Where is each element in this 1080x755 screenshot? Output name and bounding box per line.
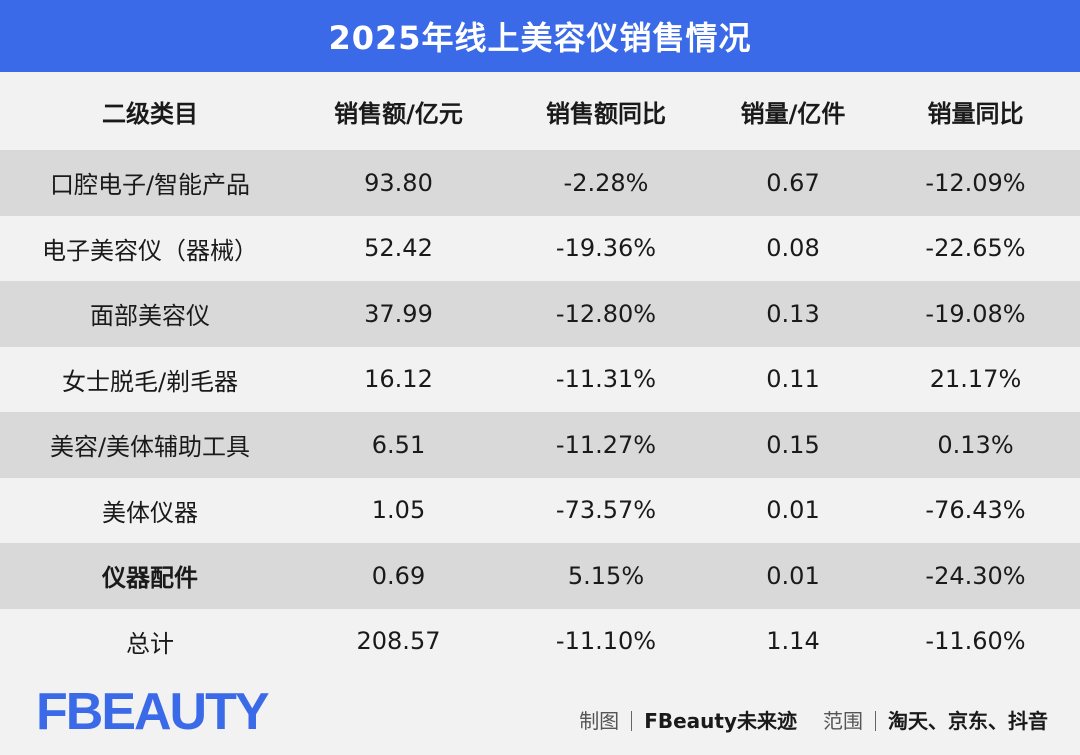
column-header: 销售额/亿元 bbox=[334, 99, 463, 128]
sales-cell: 0.69 bbox=[371, 561, 426, 590]
sales-cell: 52.42 bbox=[364, 234, 433, 263]
sales-cell: 16.12 bbox=[364, 365, 433, 394]
volume-yoy-cell: 21.17% bbox=[929, 365, 1022, 394]
sales-cell: 1.05 bbox=[371, 496, 426, 525]
volume-cell: 0.08 bbox=[766, 234, 820, 263]
sales-yoy-cell: -12.80% bbox=[555, 299, 657, 328]
volume-cell: 0.11 bbox=[766, 365, 820, 394]
table-header-row: 二级类目 销售额/亿元 销售额同比 销量/亿件 销量同比 bbox=[0, 72, 1080, 150]
sales-yoy-cell: -11.10% bbox=[555, 627, 657, 656]
divider bbox=[875, 711, 876, 731]
table-row: 女士脱毛/剃毛器 16.12 -11.31% 0.11 21.17% bbox=[0, 346, 1080, 412]
credit-label: 制图 bbox=[579, 709, 620, 733]
chart-title: 2025年线上美容仪销售情况 bbox=[0, 0, 1080, 72]
column-header: 销售额同比 bbox=[546, 99, 666, 128]
sales-yoy-cell: -2.28% bbox=[563, 168, 649, 197]
category-cell: 女士脱毛/剃毛器 bbox=[61, 367, 239, 396]
table-row: 面部美容仪 37.99 -12.80% 0.13 -19.08% bbox=[0, 281, 1080, 347]
column-header: 销量同比 bbox=[927, 99, 1024, 128]
footer: FBEAUTY 制图 FBeauty未来迹 范围 淘天、京东、抖音 bbox=[0, 669, 1080, 755]
sales-cell: 6.51 bbox=[371, 430, 426, 459]
source-value: 淘天、京东、抖音 bbox=[888, 709, 1048, 733]
sales-cell: 208.57 bbox=[356, 627, 441, 656]
sales-yoy-cell: -73.57% bbox=[555, 496, 657, 525]
volume-cell: 0.01 bbox=[766, 496, 820, 525]
volume-yoy-cell: -76.43% bbox=[925, 496, 1026, 525]
volume-cell: 1.14 bbox=[766, 627, 820, 656]
category-cell: 仪器配件 bbox=[102, 564, 198, 593]
category-cell: 面部美容仪 bbox=[90, 302, 210, 331]
sales-yoy-cell: -11.31% bbox=[555, 365, 657, 394]
divider bbox=[631, 711, 633, 731]
volume-cell: 0.01 bbox=[766, 561, 820, 590]
volume-yoy-cell: -24.30% bbox=[925, 561, 1026, 590]
table-row: 美体仪器 1.05 -73.57% 0.01 -76.43% bbox=[0, 477, 1080, 543]
category-cell: 美体仪器 bbox=[102, 498, 198, 527]
credits: 制图 FBeauty未来迹 范围 淘天、京东、抖音 bbox=[579, 705, 1048, 734]
sales-yoy-cell: -11.27% bbox=[555, 430, 657, 459]
volume-yoy-cell: -22.65% bbox=[925, 234, 1026, 263]
volume-cell: 0.15 bbox=[766, 430, 820, 459]
table-row: 仪器配件 0.69 5.15% 0.01 -24.30% bbox=[0, 543, 1080, 609]
volume-yoy-cell: -12.09% bbox=[925, 168, 1026, 197]
volume-cell: 0.67 bbox=[766, 168, 820, 197]
sales-yoy-cell: -19.36% bbox=[555, 234, 657, 263]
source-label: 范围 bbox=[823, 709, 863, 733]
category-cell: 口腔电子/智能产品 bbox=[49, 171, 251, 200]
table-row-total: 总计 208.57 -11.10% 1.14 -11.60% bbox=[0, 608, 1080, 674]
sales-cell: 93.80 bbox=[364, 168, 433, 197]
category-cell: 电子美容仪（器械） bbox=[42, 236, 258, 265]
sales-cell: 37.99 bbox=[364, 299, 433, 328]
volume-cell: 0.13 bbox=[766, 299, 820, 328]
column-header: 销量/亿件 bbox=[740, 99, 846, 128]
table-row: 美容/美体辅助工具 6.51 -11.27% 0.15 0.13% bbox=[0, 412, 1080, 478]
volume-yoy-cell: 0.13% bbox=[937, 430, 1014, 459]
sales-table: 二级类目 销售额/亿元 销售额同比 销量/亿件 销量同比 口腔电子/智能产品 9… bbox=[0, 72, 1080, 674]
credit-value: FBeauty未来迹 bbox=[644, 709, 797, 733]
table-row: 口腔电子/智能产品 93.80 -2.28% 0.67 -12.09% bbox=[0, 150, 1080, 216]
table-row: 电子美容仪（器械） 52.42 -19.36% 0.08 -22.65% bbox=[0, 215, 1080, 281]
category-cell: 美容/美体辅助工具 bbox=[49, 433, 251, 462]
volume-yoy-cell: -11.60% bbox=[925, 627, 1026, 656]
volume-yoy-cell: -19.08% bbox=[925, 299, 1026, 328]
sales-yoy-cell: 5.15% bbox=[567, 561, 645, 590]
category-cell: 总计 bbox=[126, 629, 174, 658]
column-header: 二级类目 bbox=[102, 99, 198, 128]
brand-logo: FBEAUTY bbox=[36, 683, 270, 741]
